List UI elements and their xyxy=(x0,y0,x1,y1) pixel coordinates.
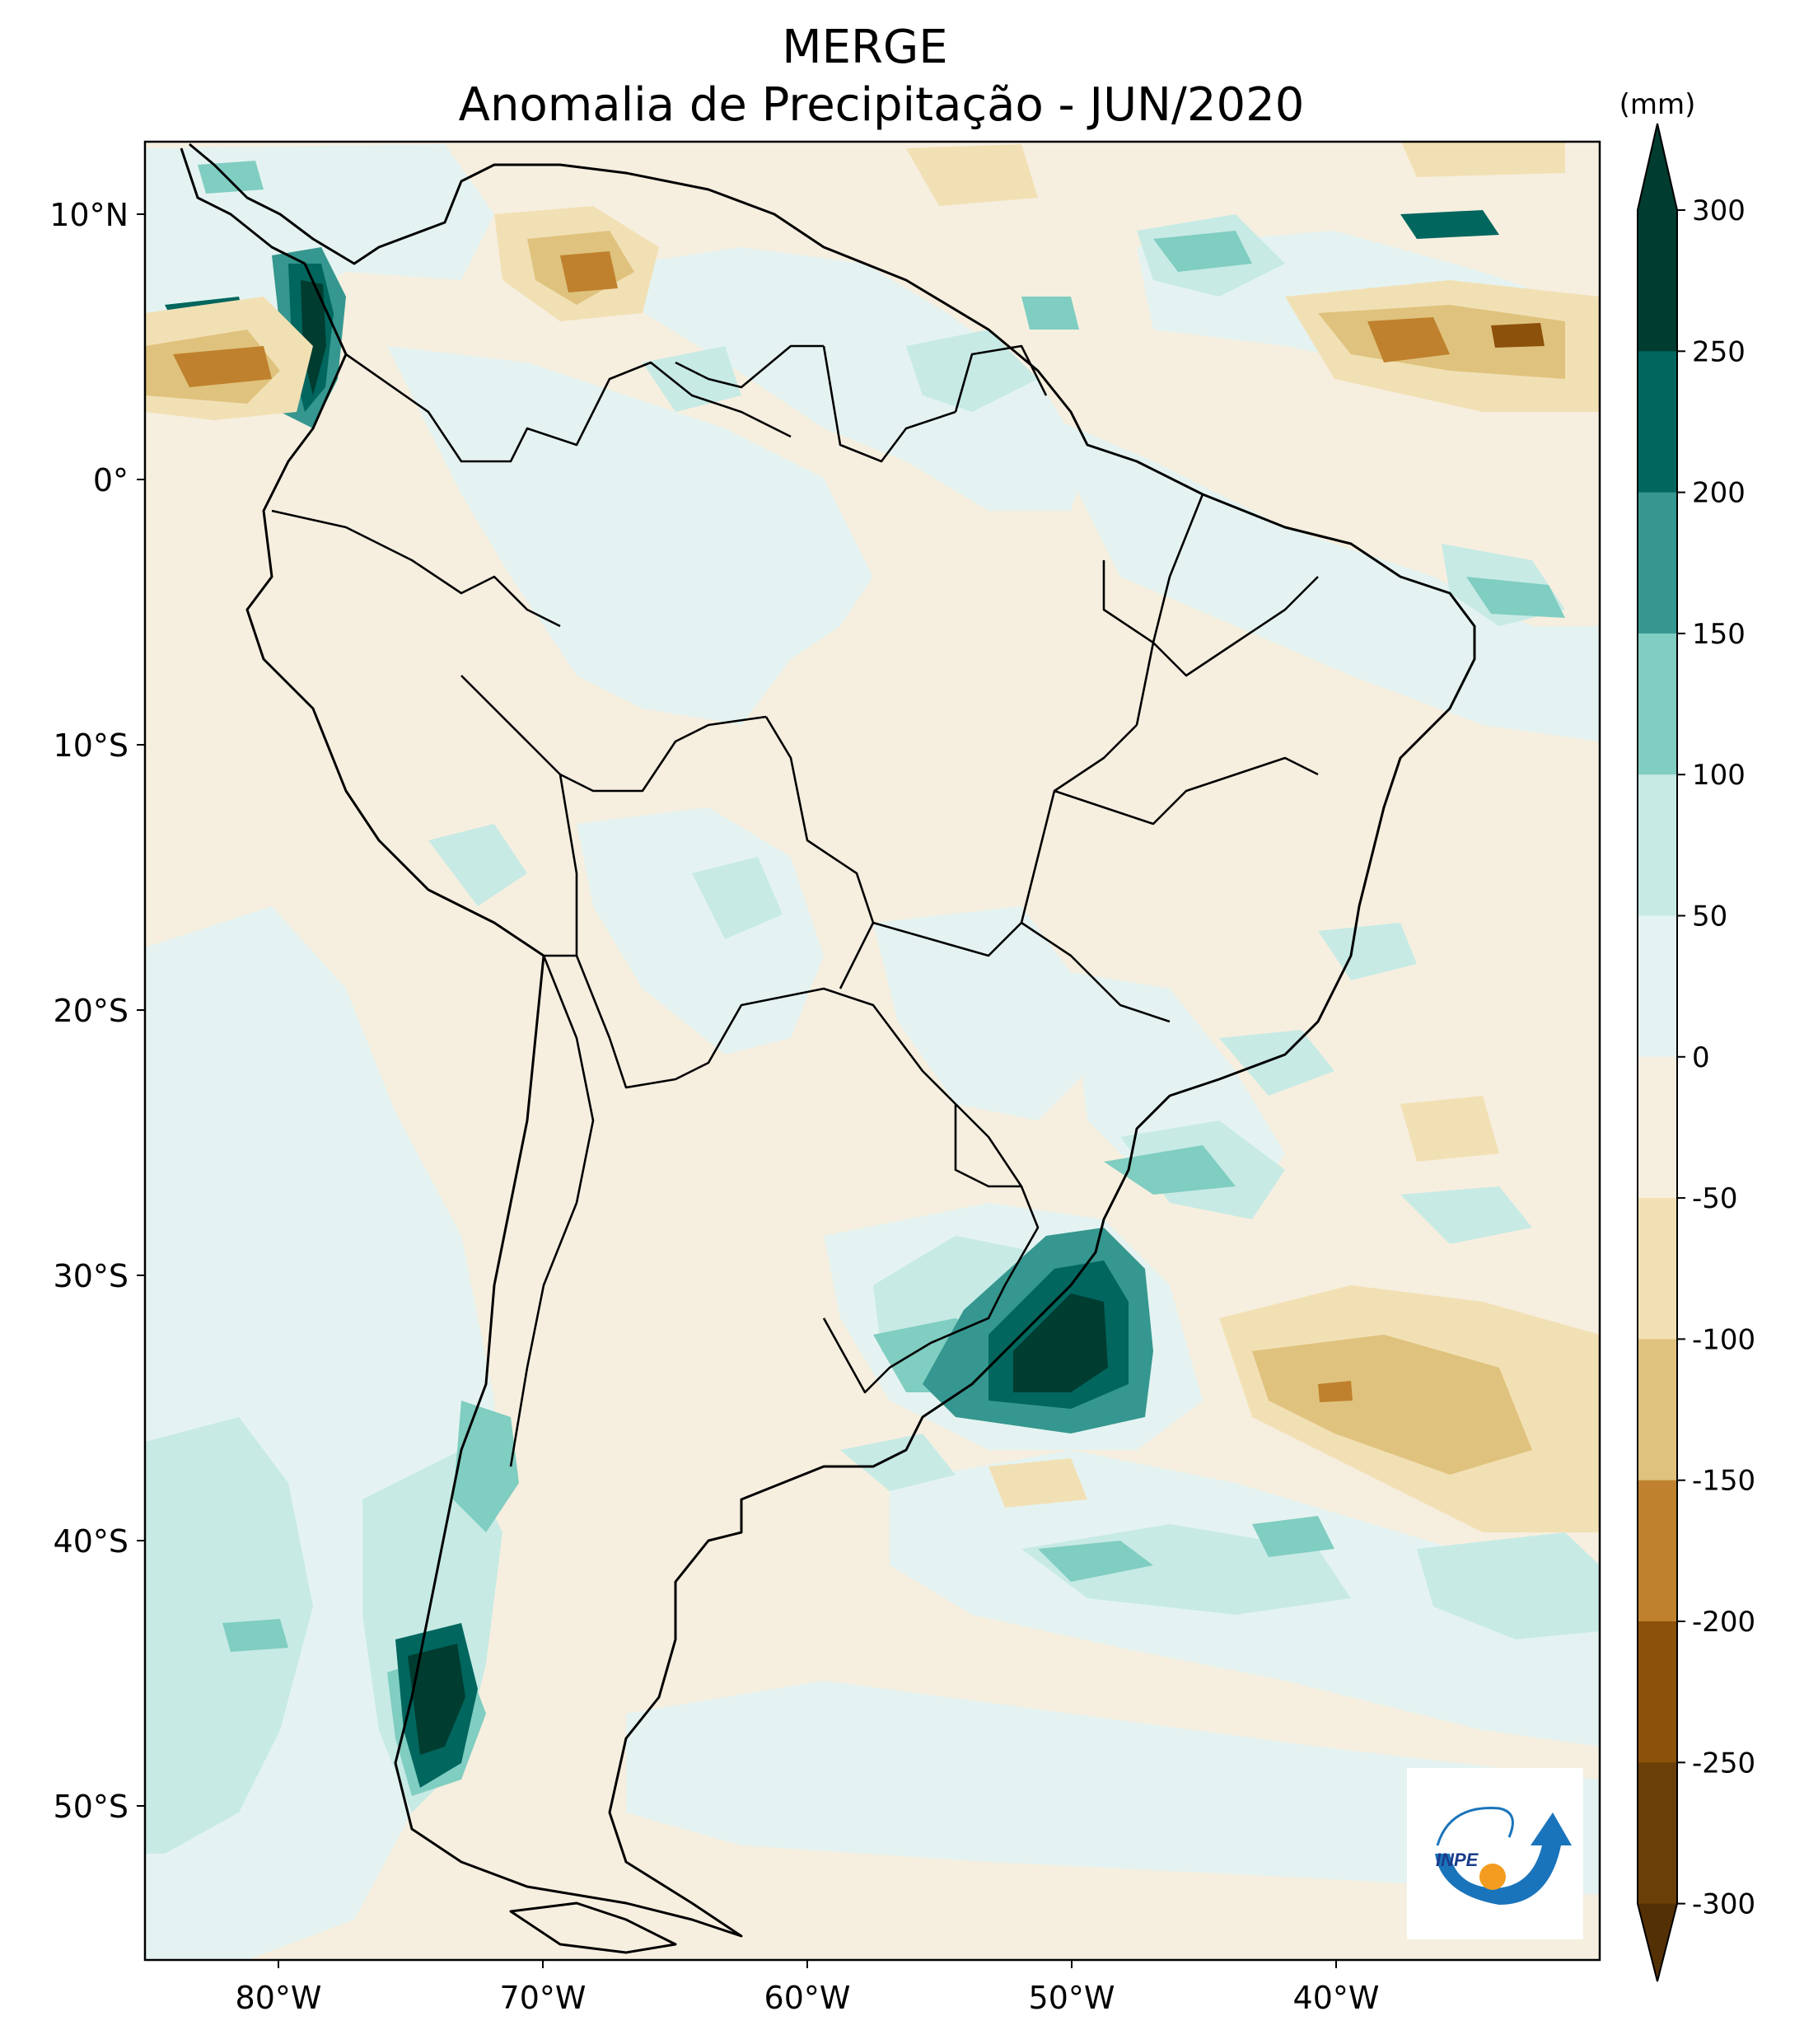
colorbar-arrow-bottom xyxy=(1638,1903,1677,1981)
figure-subtitle: Anomalia de Precipitação - JUN/2020 xyxy=(459,78,1305,132)
colorbar-bin xyxy=(1638,1339,1677,1481)
lat-label-50s: 50°S xyxy=(54,1789,129,1825)
longitude-axis: 80°W 70°W 60°W 50°W 40°W xyxy=(236,1960,1380,2016)
inpe-orbit-icon xyxy=(1436,1807,1514,1846)
lat-label-10s: 10°S xyxy=(54,727,129,764)
figure-title: MERGE xyxy=(782,21,947,74)
lat-label-40s: 40°S xyxy=(54,1523,129,1560)
inpe-swoosh-icon xyxy=(1435,1812,1572,1905)
anomaly-field-negative xyxy=(145,142,1600,1532)
colorbar-tick-label: -250 xyxy=(1692,1747,1755,1780)
lon-label-50w: 50°W xyxy=(1029,1980,1115,2016)
colorbar-bin xyxy=(1638,633,1677,775)
coastlines-and-borders xyxy=(180,143,1476,1954)
colorbar-bin xyxy=(1638,1762,1677,1905)
lon-label-40w: 40°W xyxy=(1293,1980,1380,2016)
lon-label-60w: 60°W xyxy=(764,1980,851,2016)
lat-label-10n: 10°N xyxy=(49,197,129,233)
lat-label-0: 0° xyxy=(93,462,129,498)
colorbar-bin xyxy=(1638,1480,1677,1622)
colorbar-bin xyxy=(1638,351,1677,493)
colorbar-unit: (mm) xyxy=(1619,88,1696,121)
anomaly-field-150-300 xyxy=(165,210,1499,1788)
colorbar-tick-label: -50 xyxy=(1692,1182,1738,1215)
lon-label-70w: 70°W xyxy=(500,1980,587,2016)
inpe-logo: INPE xyxy=(1407,1768,1583,1939)
lon-label-80w: 80°W xyxy=(236,1980,322,2016)
country-borders xyxy=(271,344,1319,1467)
colorbar-bin xyxy=(1638,915,1677,1058)
colorbar-tick-label: -300 xyxy=(1692,1888,1755,1921)
colorbar-tick-label: 50 xyxy=(1692,900,1727,933)
colorbar-tick-label: -150 xyxy=(1692,1465,1755,1498)
colorbar-bin xyxy=(1638,1198,1677,1340)
lat-label-30s: 30°S xyxy=(54,1258,129,1294)
colorbar-tick-label: 100 xyxy=(1692,759,1746,792)
colorbar-bin xyxy=(1638,774,1677,916)
colorbar-tick-label: 250 xyxy=(1692,335,1746,368)
south-america-coastline xyxy=(180,143,1476,1938)
colorbar-tick-label: -200 xyxy=(1692,1606,1755,1639)
colorbar-tick-label: -100 xyxy=(1692,1323,1755,1356)
colorbar-arrow-top xyxy=(1638,124,1677,210)
colorbar-bin xyxy=(1638,492,1677,634)
colorbar-bin xyxy=(1638,1056,1677,1199)
map-frame xyxy=(143,140,1601,1962)
colorbar-bin xyxy=(1638,210,1677,352)
tierra-del-fuego xyxy=(509,1901,677,1954)
map-panel xyxy=(145,142,1600,1960)
colorbar-tick-label: 150 xyxy=(1692,618,1746,651)
colorbar: 300 250 200 150 100 50 0 -50 -100 -150 -200 -250 -30… xyxy=(1637,123,1755,1982)
colorbar-bin xyxy=(1638,1621,1677,1763)
colorbar-tick-label: 300 xyxy=(1692,194,1746,227)
colorbar-tick-label: 0 xyxy=(1692,1041,1710,1074)
lat-label-20s: 20°S xyxy=(54,993,129,1029)
inpe-sun-icon xyxy=(1479,1864,1506,1890)
colorbar-tick-label: 200 xyxy=(1692,477,1746,510)
latitude-axis: 10°N 0° 10°S 20°S 30°S 40°S 50°S xyxy=(49,197,145,1825)
inpe-logo-text: INPE xyxy=(1436,1850,1479,1870)
